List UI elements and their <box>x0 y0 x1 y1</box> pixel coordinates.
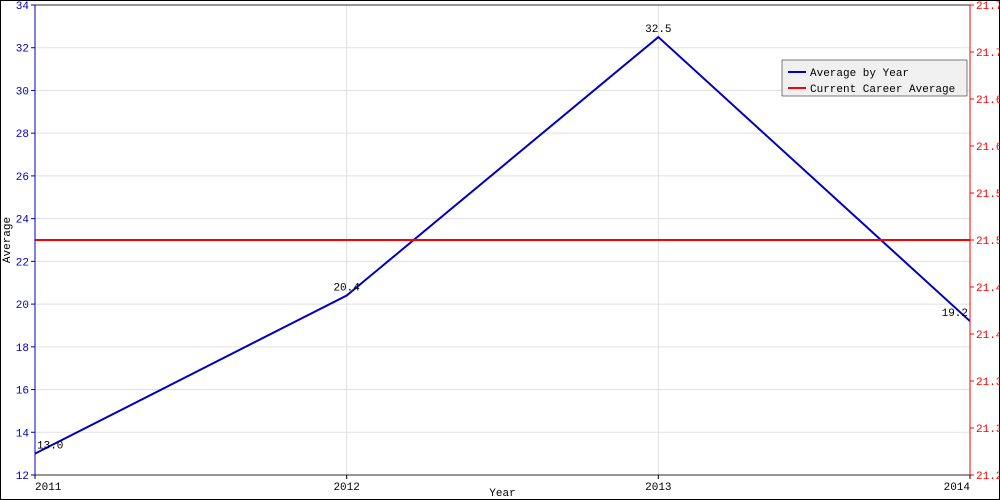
xtick-label: 2014 <box>944 482 971 494</box>
ytick-left-label: 24 <box>16 215 30 227</box>
ytick-right-label: 21.35 <box>976 377 1000 389</box>
ytick-right-label: 21.75 <box>976 1 1000 13</box>
data-point-label: 32.5 <box>645 24 671 36</box>
ytick-left-label: 32 <box>16 44 29 56</box>
ytick-right-label: 21.65 <box>976 95 1000 107</box>
ytick-left-label: 28 <box>16 129 29 141</box>
ytick-left-label: 22 <box>16 257 29 269</box>
ytick-right-label: 21.30 <box>976 424 1000 436</box>
ytick-left-label: 14 <box>16 428 30 440</box>
ytick-left-label: 30 <box>16 86 29 98</box>
ytick-right-label: 21.55 <box>976 189 1000 201</box>
xtick-label: 2011 <box>35 482 62 494</box>
xtick-label: 2013 <box>645 482 671 494</box>
ytick-right-label: 21.45 <box>976 283 1000 295</box>
chart-svg: 13.0 20.4 32.5 19.2 12 14 16 18 20 22 24 26 28 30 32 34… <box>0 0 1000 500</box>
data-point-label: 19.2 <box>942 308 968 320</box>
xtick-label: 2012 <box>333 482 359 494</box>
data-point-label: 13.0 <box>37 441 63 453</box>
ytick-left-label: 20 <box>16 300 29 312</box>
chart-container: 13.0 20.4 32.5 19.2 12 14 16 18 20 22 24 26 28 30 32 34… <box>0 0 1000 500</box>
legend-label: Average by Year <box>810 68 909 80</box>
ytick-left-label: 12 <box>16 471 29 483</box>
ytick-left-label: 34 <box>16 1 30 13</box>
ytick-left-label: 16 <box>16 386 29 398</box>
ytick-left-label: 26 <box>16 172 29 184</box>
ytick-right-label: 21.40 <box>976 330 1000 342</box>
ytick-left-label: 18 <box>16 343 29 355</box>
data-point-label: 20.4 <box>333 283 360 295</box>
ytick-right-label: 21.50 <box>976 236 1000 248</box>
ytick-right-label: 21.25 <box>976 471 1000 483</box>
ytick-right-label: 21.70 <box>976 48 1000 60</box>
ytick-right-label: 21.60 <box>976 142 1000 154</box>
legend-label: Current Career Average <box>810 84 955 96</box>
x-axis-label: Year <box>489 488 515 500</box>
y-axis-label: Average <box>2 217 14 263</box>
